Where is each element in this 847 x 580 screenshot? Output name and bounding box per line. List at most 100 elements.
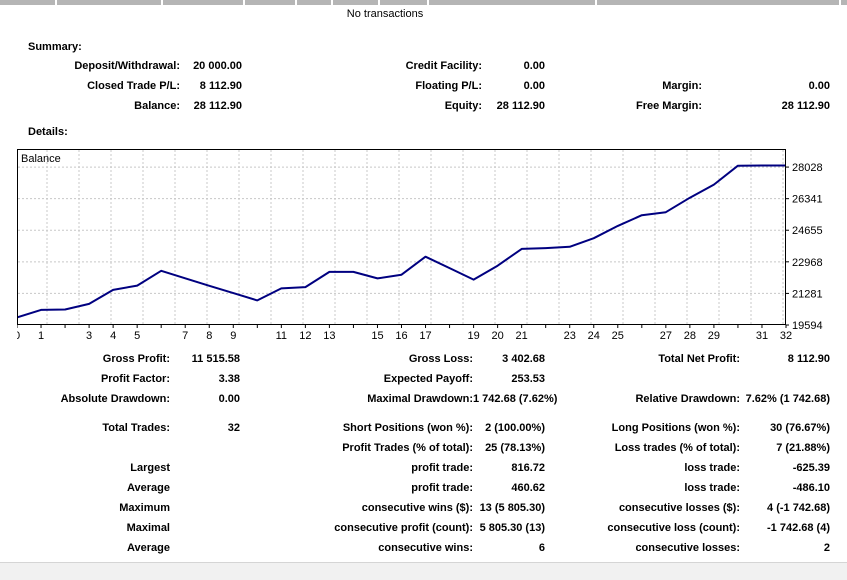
stat-value: 1 742.68 (7.62%) — [473, 393, 558, 405]
stat-label: profit trade: — [411, 482, 473, 494]
x-axis-tick-label: 15 — [371, 330, 383, 342]
stat-value: 2 (100.00%) — [485, 422, 545, 434]
table-header-cell — [297, 0, 331, 5]
stat-value: 8 112.90 — [199, 80, 242, 92]
x-axis-tick-label: 19 — [467, 330, 479, 342]
summary-rows: Deposit/Withdrawal: 20 000.00 Credit Facil… — [0, 56, 830, 116]
x-axis-tick-label: 12 — [299, 330, 311, 342]
y-axis-tick-label: 24655 — [792, 225, 823, 237]
x-axis-tick-label: 29 — [708, 330, 720, 342]
stat-value: 0.00 — [523, 80, 545, 92]
y-axis-tick-label: 22968 — [792, 257, 823, 269]
stat-label: Maximal Drawdown: — [367, 393, 473, 405]
stat-label: Deposit/Withdrawal: — [74, 60, 180, 72]
stat-label: Floating P/L: — [415, 80, 482, 92]
table-header-cell — [57, 0, 161, 5]
stat-label: Maximum — [119, 502, 170, 514]
x-axis-tick-label: 17 — [419, 330, 431, 342]
stat-label: Balance: — [134, 100, 180, 112]
stat-row: Maximum consecutive wins ($): 13 (5 805.30… — [0, 498, 830, 518]
stat-value: 30 (76.67%) — [770, 422, 830, 434]
x-axis-tick-label: 5 — [134, 330, 140, 342]
stat-row: Maximal consecutive profit (count): 5 805.… — [0, 518, 830, 538]
stat-label: Profit Factor: — [100, 373, 170, 385]
stat-label: Free Margin: — [635, 100, 702, 112]
stat-label: Absolute Drawdown: — [60, 393, 170, 405]
stat-value: 28 112.90 — [781, 100, 830, 112]
table-header-cell — [380, 0, 427, 5]
x-axis-tick-label: 0 — [17, 330, 20, 342]
stat-value: 6 — [538, 542, 545, 554]
table-header-cell — [0, 0, 55, 5]
x-axis-tick-label: 7 — [182, 330, 188, 342]
stat-value: 13 (5 805.30) — [479, 502, 545, 514]
transactions-table-header — [0, 0, 847, 5]
stat-row: Average consecutive wins: 6 consecutive los… — [0, 538, 830, 558]
stat-label: Margin: — [662, 80, 702, 92]
stat-row: Profit Factor: 3.38 Expected Payoff: 253.53 — [0, 369, 830, 389]
y-axis-tick-label: 26341 — [792, 194, 823, 206]
x-axis-tick-label: 8 — [206, 330, 212, 342]
stat-label: Credit Facility: — [405, 60, 482, 72]
x-axis-tick-label: 1 — [38, 330, 44, 342]
stat-value: -486.10 — [792, 482, 830, 494]
x-axis-tick-label: 20 — [492, 330, 504, 342]
stat-value: 7 (21.88%) — [776, 442, 830, 454]
stat-value: 4 (-1 742.68) — [767, 502, 830, 514]
x-axis-tick-label: 11 — [276, 330, 287, 342]
no-transactions-message: No transactions — [346, 8, 424, 20]
x-axis-tick-label: 28 — [684, 330, 696, 342]
stat-row: Balance: 28 112.90 Equity: 28 112.90 Free Ma… — [0, 96, 830, 116]
stat-row: Gross Profit: 11 515.58 Gross Loss: 3 402.6… — [0, 349, 830, 369]
table-header-cell — [333, 0, 378, 5]
stat-row: Average profit trade: 460.62 loss trade: -48… — [0, 478, 830, 498]
stat-label: Total Trades: — [102, 422, 170, 434]
stat-label: Total Net Profit: — [658, 353, 740, 365]
x-axis-tick-label: 21 — [516, 330, 528, 342]
stat-label: Gross Profit: — [102, 353, 170, 365]
stat-row: Closed Trade P/L: 8 112.90 Floating P/L: 0.… — [0, 76, 830, 96]
x-axis-tick-label: 31 — [756, 330, 768, 342]
stat-value: 8 112.90 — [787, 353, 830, 365]
stat-label: Short Positions (won %): — [342, 422, 473, 434]
stat-label: Average — [126, 482, 170, 494]
stat-value: 0.00 — [808, 80, 830, 92]
stat-row: Deposit/Withdrawal: 20 000.00 Credit Facil… — [0, 56, 830, 76]
table-header-cell — [597, 0, 839, 5]
table-header-cell — [429, 0, 595, 5]
stat-label: profit trade: — [411, 462, 473, 474]
stat-value: 816.72 — [511, 462, 545, 474]
x-axis-tick-label: 16 — [395, 330, 407, 342]
table-header-cell — [245, 0, 295, 5]
stat-value: -625.39 — [792, 462, 830, 474]
stat-label: consecutive profit (count): — [334, 522, 473, 534]
stat-label: loss trade: — [684, 482, 740, 494]
stat-label: Gross Loss: — [408, 353, 473, 365]
table-header-cell — [841, 0, 847, 5]
balance-chart: 0134578911121315161719202123242527282931… — [14, 149, 832, 345]
bottom-status-bar — [0, 562, 847, 580]
stat-value: 20 000.00 — [193, 60, 242, 72]
stat-value: 3 402.68 — [502, 353, 545, 365]
stat-label: consecutive loss (count): — [607, 522, 740, 534]
chart-series-label: Balance — [21, 153, 61, 165]
stat-row: Profit Trades (% of total): 25 (78.13%) Lo… — [0, 438, 830, 458]
stat-value: 7.62% (1 742.68) — [745, 393, 830, 405]
stat-label: Profit Trades (% of total): — [342, 442, 473, 454]
stat-label: Relative Drawdown: — [635, 393, 740, 405]
stat-label: Loss trades (% of total): — [614, 442, 740, 454]
x-axis-tick-label: 3 — [86, 330, 92, 342]
stat-label: Equity: — [444, 100, 482, 112]
x-axis-tick-label: 23 — [564, 330, 576, 342]
x-axis-tick-label: 4 — [110, 330, 116, 342]
stat-value: 5 805.30 (13) — [479, 522, 545, 534]
y-axis-tick-label: 19594 — [792, 320, 823, 332]
summary-section-title: Summary: — [28, 41, 82, 53]
stat-value: 3.38 — [218, 373, 240, 385]
stats-bottom-rows: Total Trades: 32 Short Positions (won %): 2… — [0, 418, 830, 558]
y-axis-tick-label: 21281 — [792, 288, 823, 300]
stat-label: Maximal — [126, 522, 170, 534]
stat-label: consecutive wins ($): — [361, 502, 473, 514]
stat-value: 2 — [823, 542, 830, 554]
stat-value: 32 — [227, 422, 240, 434]
